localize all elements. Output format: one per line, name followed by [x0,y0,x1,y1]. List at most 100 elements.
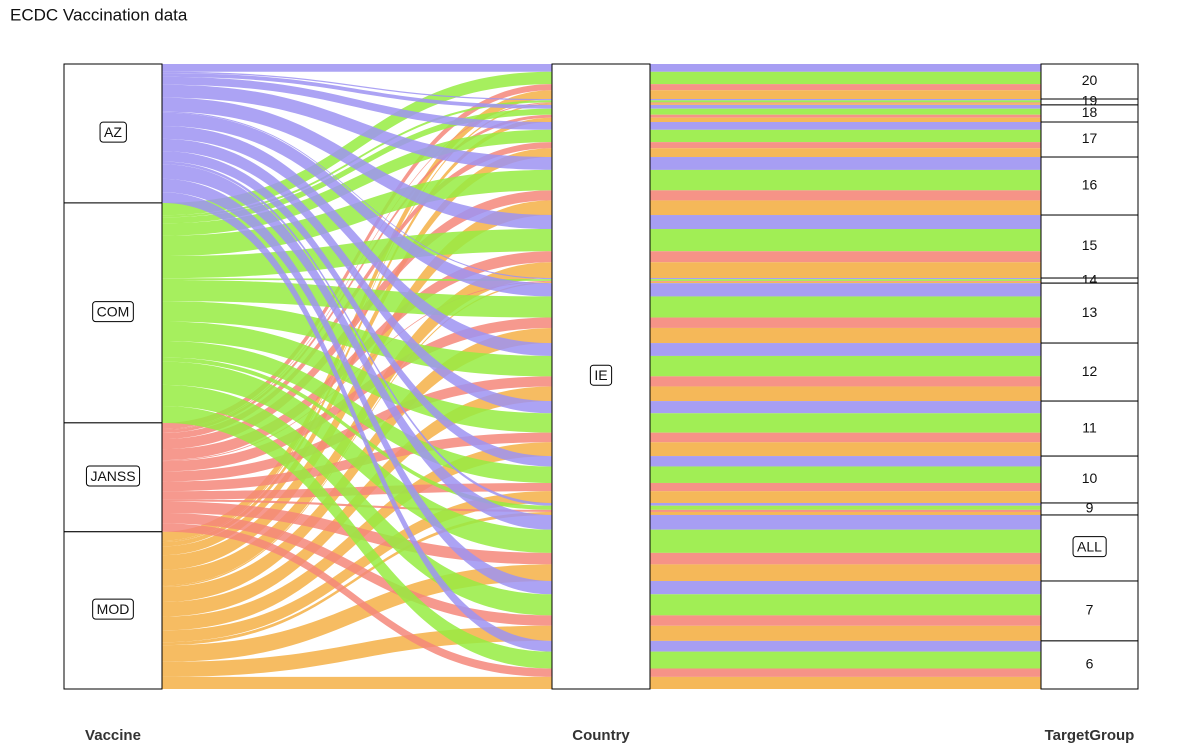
flow [162,161,552,506]
flow [650,99,1041,101]
flow [650,279,1041,281]
flow [650,317,1041,328]
flow [162,192,552,652]
flow [162,523,552,677]
stratum-label: JANSS [90,468,135,484]
flow [162,340,552,483]
flow [650,280,1041,282]
flow [162,511,552,646]
flow [650,615,1041,626]
flow [650,401,1041,414]
flow [650,466,1041,483]
axis-title: Vaccine [85,727,141,744]
stratum-label: AZ [104,124,122,140]
stratum-label: 15 [1082,237,1098,253]
stratum [1040,640,1139,690]
flow [650,142,1041,149]
flow [650,580,1041,595]
flow [650,102,1041,104]
stratum-label: 6 [1086,656,1094,672]
flow [162,126,552,356]
flow [162,280,552,318]
flow [650,376,1041,387]
label-box [99,121,127,143]
flow [650,505,1041,510]
flow [162,321,552,433]
flow [650,355,1041,377]
flow [650,491,1041,503]
flow [650,84,1041,91]
flow [162,251,552,461]
stratum-label: 17 [1082,130,1098,146]
flow [650,413,1041,433]
flow [650,343,1041,356]
flow [162,71,552,101]
flow [162,112,552,297]
flow [162,151,552,467]
flow [162,317,552,472]
label-box [92,598,134,620]
axis-title: Country [572,727,630,744]
flow [162,129,552,236]
stratum-label: 16 [1082,177,1098,193]
flow [650,594,1041,616]
flow [162,73,552,109]
flow [650,283,1041,297]
flow [650,511,1041,515]
flow [162,164,552,530]
stratum-label: 9 [1086,500,1094,516]
flow [650,262,1041,279]
flow [650,90,1041,100]
flow [650,509,1041,512]
flow [650,200,1041,216]
flow [650,651,1041,669]
flow [650,386,1041,402]
flow [162,384,552,616]
label-box [85,465,141,487]
flow [650,100,1041,103]
flow [650,129,1041,143]
stratum-label: 10 [1082,470,1098,486]
flow [162,512,552,626]
flow [650,640,1041,652]
flow [650,64,1041,72]
flow [162,138,552,414]
label-box [589,364,613,386]
stratum-label: 13 [1082,304,1098,320]
flow [162,376,552,482]
flow [650,552,1041,565]
stratum-label: 20 [1082,72,1098,88]
flow [650,676,1041,689]
flow [162,357,552,510]
stratum [1040,121,1139,158]
axis-title: TargetGroup [1045,727,1135,744]
flow [650,71,1041,85]
flow [162,178,552,595]
flow [650,281,1041,284]
stratum [1040,342,1139,402]
flow [162,111,552,280]
flow [650,482,1041,492]
flow [650,103,1041,105]
flow [650,114,1041,118]
flow [650,104,1041,109]
flow [650,229,1041,252]
stratum [1040,156,1139,216]
flow [650,668,1041,677]
stratum-label: 11 [1082,419,1097,435]
flow [162,84,552,170]
flow [650,215,1041,230]
flow [650,117,1041,123]
flow [162,676,552,689]
stratum [1040,282,1139,344]
flow [650,502,1041,506]
flow [650,564,1041,581]
flow [162,361,552,553]
flow [650,278,1041,280]
stratum-label: 12 [1082,363,1098,379]
flow [162,76,552,130]
flow [650,148,1041,158]
flow [650,529,1041,553]
flow [162,64,552,72]
